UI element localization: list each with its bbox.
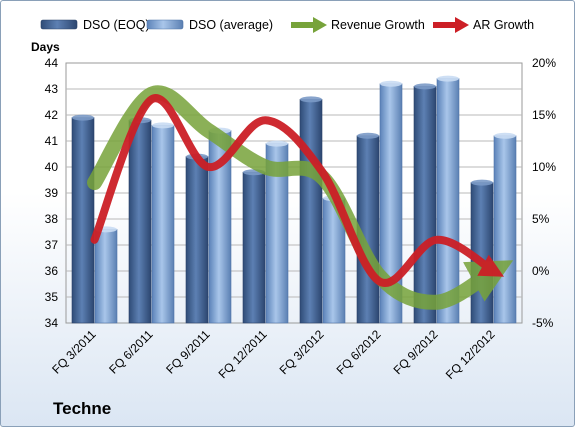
x-tick-label: FQ 6/2012 [334, 327, 384, 377]
y2-tick-label: 5% [532, 212, 550, 226]
plot-area: 34 35 36 37 38 39 40 41 42 43 44 -5% 0% 5% 10% 15% 20% FQ… [45, 56, 557, 382]
bar-dso-eoq [413, 86, 437, 324]
legend-item: AR Growth [433, 17, 534, 33]
bar-cap [300, 96, 322, 103]
bar-cap [72, 114, 94, 121]
legend-arrow [455, 17, 469, 33]
y2-tick-label: -5% [532, 316, 554, 330]
legend-label: DSO (EOQ) [83, 18, 150, 32]
bar-cap [357, 132, 379, 139]
legend-swatch [40, 19, 78, 30]
x-tick-label: FQ 6/2011 [106, 327, 156, 377]
x-tick-label: FQ 12/2012 [443, 327, 498, 382]
legend-label: DSO (average) [189, 18, 273, 32]
y2-tick-label: 20% [532, 56, 556, 70]
y-tick-label: 39 [45, 186, 59, 200]
bar-cap [266, 140, 288, 147]
bar-dso-average [94, 229, 118, 324]
legend-arrow [313, 17, 327, 33]
bar-cap [152, 122, 174, 129]
y-tick-label: 37 [45, 238, 59, 252]
legend-item: Revenue Growth [291, 17, 425, 33]
bar-dso-average [493, 135, 517, 324]
y-tick-label: 40 [45, 160, 59, 174]
bar-dso-eoq [299, 99, 323, 324]
legend-item: DSO (average) [146, 18, 273, 32]
x-tick-label: FQ 3/2011 [49, 327, 99, 377]
y-tick-label: 43 [45, 82, 59, 96]
x-tick-label: FQ 12/2011 [216, 327, 270, 381]
legend: DSO (EOQ) DSO (average) Revenue Growth AR G… [40, 17, 534, 33]
y-tick-label: 41 [45, 134, 59, 148]
line-ar-growth [90, 94, 505, 287]
legend-swatch [146, 19, 184, 30]
y-tick-label: 42 [45, 108, 59, 122]
legend-label: AR Growth [473, 18, 534, 32]
bar-dso-eoq [71, 117, 95, 324]
y-axis-title: Days [31, 40, 60, 54]
bar-cap [414, 83, 436, 90]
y-tick-label: 38 [45, 212, 59, 226]
bar-cap [380, 80, 402, 87]
bar-cap [494, 132, 516, 139]
y-tick-label: 44 [45, 56, 59, 70]
y-tick-label: 34 [45, 316, 59, 330]
legend-label: Revenue Growth [331, 18, 425, 32]
legend-item: DSO (EOQ) [40, 18, 150, 32]
y-tick-label: 35 [45, 290, 59, 304]
bar-dso-average [151, 125, 175, 324]
x-tick-label: FQ 3/2012 [277, 327, 327, 377]
line-revenue-growth [87, 85, 514, 310]
x-tick-label: FQ 9/2011 [163, 327, 213, 377]
bar-dso-eoq [242, 171, 266, 324]
y2-tick-label: 10% [532, 160, 556, 174]
y2-tick-label: 0% [532, 264, 550, 278]
x-tick-label: FQ 9/2012 [391, 327, 441, 377]
bar-cap [471, 179, 493, 186]
y2-tick-label: 15% [532, 108, 556, 122]
y-tick-label: 36 [45, 264, 59, 278]
bar-dso-eoq [185, 156, 209, 324]
bar-dso-average [436, 78, 460, 324]
company-label: Techne [53, 399, 112, 418]
bar-cap [437, 75, 459, 82]
bar-dso-eoq [128, 119, 152, 324]
